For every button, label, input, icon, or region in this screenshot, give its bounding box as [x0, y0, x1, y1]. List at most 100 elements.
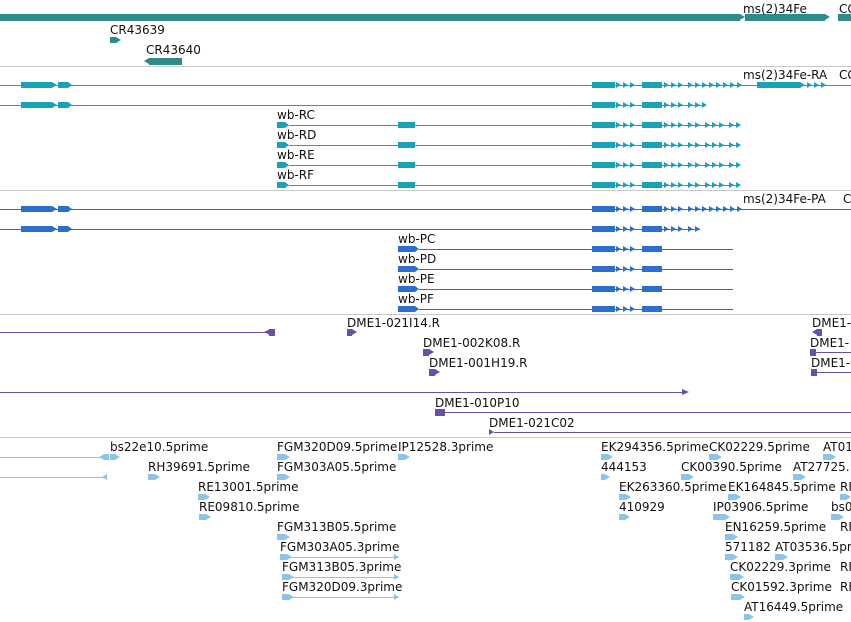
exon-block[interactable] — [280, 554, 287, 560]
exon-block[interactable] — [642, 122, 662, 128]
clone-feature[interactable] — [429, 369, 435, 376]
est-label[interactable]: CK02229.5prime — [709, 440, 810, 454]
exon-block[interactable] — [642, 142, 662, 148]
clone-line[interactable] — [0, 332, 266, 333]
est-label[interactable]: AT03536.5prime — [775, 540, 851, 554]
exon-block[interactable] — [642, 246, 662, 252]
est-label[interactable]: 410929 — [619, 500, 665, 514]
exon-block[interactable] — [728, 494, 736, 500]
intron-line[interactable] — [0, 105, 851, 106]
gene-label-cr43639[interactable]: CR43639 — [110, 23, 165, 37]
intron-line[interactable] — [0, 457, 104, 458]
exon-block[interactable] — [642, 226, 662, 232]
est-label[interactable]: bs0 — [831, 500, 851, 514]
clone-label-021i14[interactable]: DME1-021I14.R — [347, 316, 441, 330]
intron-line[interactable] — [419, 289, 733, 290]
exon-block[interactable] — [21, 82, 52, 88]
clone-end[interactable] — [269, 329, 275, 336]
exon-block[interactable] — [398, 122, 415, 128]
exon-block[interactable] — [642, 82, 662, 88]
est-label[interactable]: FGM303A05.5prime — [277, 460, 397, 474]
exon-block[interactable] — [199, 514, 206, 520]
exon-block[interactable] — [21, 102, 52, 108]
intron-line[interactable] — [290, 557, 398, 558]
exon-block[interactable] — [725, 534, 733, 540]
intron-line[interactable] — [289, 125, 740, 126]
clone-line[interactable] — [0, 392, 684, 393]
exon-block[interactable] — [277, 142, 285, 148]
transcript-label-wb-re[interactable]: wb-RE — [277, 148, 315, 162]
exon-block[interactable] — [277, 182, 285, 188]
exon-block[interactable] — [840, 494, 846, 500]
intron-line[interactable] — [419, 309, 733, 310]
exon-block[interactable] — [793, 474, 801, 480]
protein-label-c[interactable]: C — [843, 192, 851, 206]
exon-block[interactable] — [601, 454, 608, 460]
protein-label-wb-pc[interactable]: wb-PC — [398, 232, 436, 246]
intron-line[interactable] — [0, 85, 851, 86]
exon-block[interactable] — [592, 182, 615, 188]
est-label[interactable]: 571182 — [725, 540, 771, 554]
clone-label-right-3[interactable]: DME1- — [811, 356, 851, 370]
exon-block[interactable] — [730, 574, 739, 580]
est-label[interactable]: CK00390.5prime — [681, 460, 782, 474]
exon-block[interactable] — [592, 246, 615, 252]
exon-block[interactable] — [21, 226, 52, 232]
est-label[interactable]: EN16259.5prime — [725, 520, 827, 534]
est-label[interactable]: EK164845.5prime — [728, 480, 836, 494]
exon-block[interactable] — [601, 474, 605, 480]
exon-block[interactable] — [198, 494, 205, 500]
exon-block[interactable] — [398, 246, 415, 252]
exon-block[interactable] — [642, 266, 662, 272]
exon-block[interactable] — [398, 266, 415, 272]
clone-feature[interactable] — [811, 369, 817, 376]
exon-block[interactable] — [277, 534, 285, 540]
intron-line[interactable] — [292, 577, 398, 578]
exon-block[interactable] — [642, 182, 662, 188]
est-label[interactable]: RF — [840, 560, 851, 574]
exon-block[interactable] — [398, 306, 415, 312]
exon-block[interactable] — [21, 206, 52, 212]
est-label[interactable]: RE09810.5prime — [199, 500, 300, 514]
exon-block[interactable] — [282, 594, 289, 600]
exon-block[interactable] — [592, 142, 615, 148]
exon-block[interactable] — [592, 102, 615, 108]
protein-label-wb-pd[interactable]: wb-PD — [398, 252, 437, 266]
exon-block[interactable] — [148, 474, 155, 480]
exon-block[interactable] — [398, 182, 415, 188]
exon-block[interactable] — [775, 554, 783, 560]
gene-feature-cr43639[interactable] — [110, 37, 116, 43]
transcript-label-wb-rd[interactable]: wb-RD — [277, 128, 317, 142]
est-label[interactable]: FGM320D09.3prime — [282, 580, 403, 594]
clone-label-021c02[interactable]: DME1-021C02 — [489, 416, 575, 430]
exon-block[interactable] — [592, 306, 615, 312]
exon-block[interactable] — [398, 162, 415, 168]
intron-line[interactable] — [0, 229, 700, 230]
exon-block[interactable] — [592, 266, 615, 272]
exon-block[interactable] — [58, 226, 68, 232]
clone-line[interactable] — [816, 352, 851, 353]
est-label[interactable]: bs22e10.5prime — [110, 440, 209, 454]
gene-feature-cg[interactable] — [838, 14, 851, 21]
exon-block[interactable] — [642, 102, 662, 108]
clone-feature[interactable] — [423, 349, 429, 356]
exon-block[interactable] — [58, 82, 68, 88]
exon-block[interactable] — [104, 454, 109, 460]
exon-block[interactable] — [398, 454, 405, 460]
protein-label-wb-pe[interactable]: wb-PE — [398, 272, 435, 286]
exon-block[interactable] — [277, 122, 285, 128]
exon-block[interactable] — [619, 494, 626, 500]
exon-block[interactable] — [282, 574, 289, 580]
exon-block[interactable] — [277, 162, 285, 168]
exon-block[interactable] — [642, 286, 662, 292]
exon-block[interactable] — [58, 206, 68, 212]
intron-line[interactable] — [828, 85, 851, 86]
exon-block[interactable] — [58, 102, 68, 108]
exon-block[interactable] — [592, 206, 615, 212]
gene-label-cr43640[interactable]: CR43640 — [146, 43, 201, 57]
est-label[interactable]: 444153 — [601, 460, 647, 474]
exon-block[interactable] — [709, 454, 717, 460]
exon-block[interactable] — [757, 82, 800, 88]
est-label[interactable]: FGM313B05.5prime — [277, 520, 397, 534]
exon-block[interactable] — [277, 454, 285, 460]
